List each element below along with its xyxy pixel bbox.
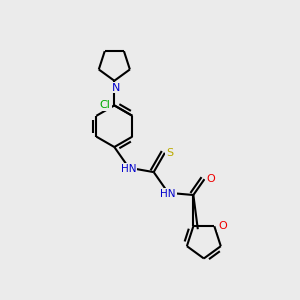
- Text: N: N: [112, 82, 120, 93]
- Text: HN: HN: [160, 189, 176, 199]
- Text: HN: HN: [121, 164, 136, 174]
- Text: Cl: Cl: [100, 100, 111, 110]
- Text: S: S: [166, 148, 173, 158]
- Text: O: O: [218, 221, 226, 231]
- Text: O: O: [206, 174, 215, 184]
